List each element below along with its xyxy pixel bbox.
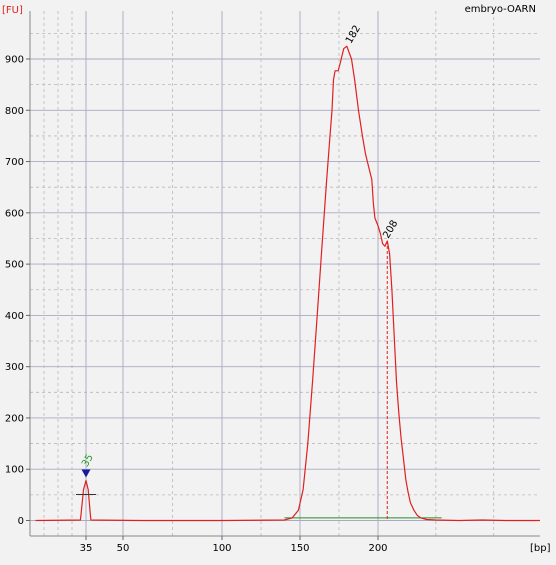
sample-title: embryo-OARN	[465, 4, 536, 15]
series-line	[35, 45, 540, 522]
x-tick-label: 50	[117, 543, 130, 554]
series-layer	[35, 45, 540, 522]
y-axis-unit-label: [FU]	[2, 5, 23, 16]
y-tick-label: 700	[5, 157, 24, 168]
x-axis-unit-label: [bp]	[530, 543, 551, 554]
peak-label: 35	[80, 452, 96, 469]
x-tick-label: 100	[212, 543, 231, 554]
y-tick-labels: 0 100 200 300 400 500 600 700 800 900	[5, 55, 30, 527]
y-tick-label: 500	[5, 260, 24, 271]
y-tick-label: 800	[5, 106, 24, 117]
y-tick-label: 900	[5, 55, 24, 66]
peak-marker-triangle	[81, 469, 91, 478]
axes	[29, 11, 540, 537]
x-tick-labels: 35 50 100 150 200	[80, 536, 388, 554]
x-tick-label: 35	[80, 543, 93, 554]
x-tick-label: 150	[290, 543, 309, 554]
y-tick-label: 0	[18, 516, 24, 527]
y-tick-label: 200	[5, 413, 24, 424]
y-tick-label: 100	[5, 465, 24, 476]
y-tick-label: 600	[5, 208, 24, 219]
grid	[30, 11, 540, 536]
x-tick-label: 200	[368, 543, 387, 554]
y-tick-label: 300	[5, 362, 24, 373]
plot-area	[30, 11, 540, 536]
y-tick-label: 400	[5, 311, 24, 322]
